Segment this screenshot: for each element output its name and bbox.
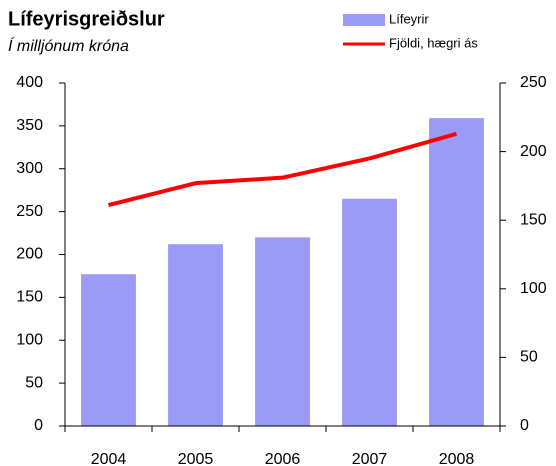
y-tick-label: 350 [16, 117, 43, 134]
x-tick-label: 2004 [91, 451, 127, 466]
legend-swatch [343, 14, 385, 26]
y-tick-label: 150 [16, 289, 43, 306]
y2-tick-label: 0 [520, 417, 529, 434]
y-tick-label: 100 [16, 331, 43, 348]
y-tick-label: 200 [16, 246, 43, 263]
x-tick-label: 2008 [439, 451, 475, 466]
line-series [108, 131, 458, 208]
legend-label: Fjöldi, hægri ás [389, 35, 478, 50]
chart-subtitle: Í milljónum króna [8, 36, 129, 55]
x-tick-label: 2007 [352, 451, 388, 466]
y-tick-label: 300 [16, 160, 43, 177]
y2-tick-label: 250 [520, 74, 547, 91]
y-tick-label: 50 [25, 374, 43, 391]
bar [429, 118, 484, 426]
bar [81, 274, 136, 426]
chart-title: Lífeyrisgreiðslur [8, 8, 165, 30]
bar [255, 237, 310, 426]
y-tick-label: 250 [16, 203, 43, 220]
y-tick-label: 0 [34, 417, 43, 434]
bar [342, 198, 397, 426]
y-tick-label: 400 [16, 74, 43, 91]
bar [168, 244, 223, 426]
y2-tick-label: 100 [520, 280, 547, 297]
legend-label: Lífeyrir [389, 11, 429, 26]
x-tick-label: 2005 [178, 451, 214, 466]
y2-tick-label: 200 [520, 143, 547, 160]
x-tick-label: 2006 [265, 451, 301, 466]
y2-tick-label: 50 [520, 349, 538, 366]
y2-tick-label: 150 [520, 211, 547, 228]
